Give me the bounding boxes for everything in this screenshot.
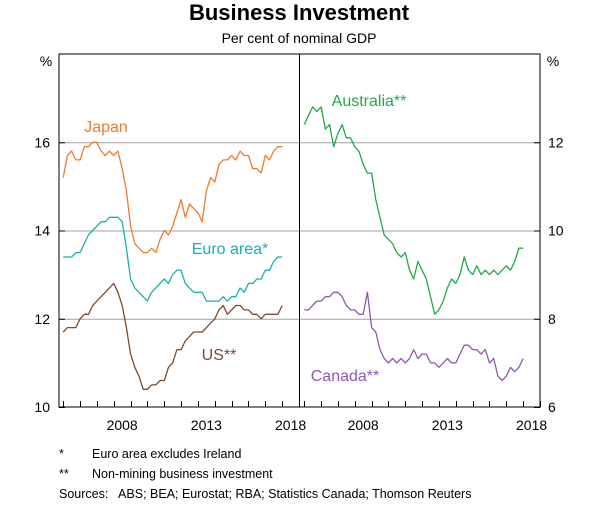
left-y-tick-label: 12 xyxy=(34,311,50,327)
right-y-tick-label: 12 xyxy=(548,134,564,150)
series-line-euro-area xyxy=(63,216,283,302)
right-unit-label: % xyxy=(547,53,559,69)
footnote-text-2: Non-mining business investment xyxy=(92,467,273,481)
right-x-tick-label: 2008 xyxy=(348,417,379,433)
left-unit-label: % xyxy=(40,53,52,69)
left-y-tick-label: 10 xyxy=(34,399,50,415)
series-label-us: US** xyxy=(202,347,237,364)
series-line-us xyxy=(62,282,283,390)
left-panel: 10 12 14 16 2008 2013 2018 xyxy=(34,134,306,433)
left-x-tick-label: 2018 xyxy=(275,417,306,433)
chart-subtitle: Per cent of nominal GDP xyxy=(222,30,377,46)
series-label-canada: Canada** xyxy=(311,368,380,385)
right-panel: 6 8 10 12 2008 2013 2018 xyxy=(300,106,564,433)
right-x-tick-label: 2013 xyxy=(432,417,463,433)
footnote-text-1: Euro area excludes Ireland xyxy=(92,447,241,461)
left-x-tick-label: 2008 xyxy=(107,417,138,433)
right-y-tick-label: 6 xyxy=(548,399,556,415)
sources-note: Sources: ABS; BEA; Eurostat; RBA; Statis… xyxy=(59,487,471,501)
left-y-tick-label: 14 xyxy=(34,223,50,239)
series-line-australia xyxy=(303,106,524,315)
footnote-mark-2: ** xyxy=(59,467,69,481)
footnote-mark-1: * xyxy=(59,447,64,461)
series-label-australia: Australia** xyxy=(332,93,407,110)
series-line-japan xyxy=(62,141,283,254)
right-x-tick-label: 2018 xyxy=(516,417,547,433)
series-line-canada xyxy=(304,291,524,382)
right-y-tick-label: 10 xyxy=(548,223,564,239)
series-label-japan: Japan xyxy=(84,119,128,136)
right-y-tick-label: 8 xyxy=(548,311,556,327)
series-label-euro-area: Euro area* xyxy=(192,241,269,258)
left-y-tick-label: 16 xyxy=(34,134,50,150)
chart-title: Business Investment xyxy=(189,0,410,25)
left-x-tick-label: 2013 xyxy=(191,417,222,433)
